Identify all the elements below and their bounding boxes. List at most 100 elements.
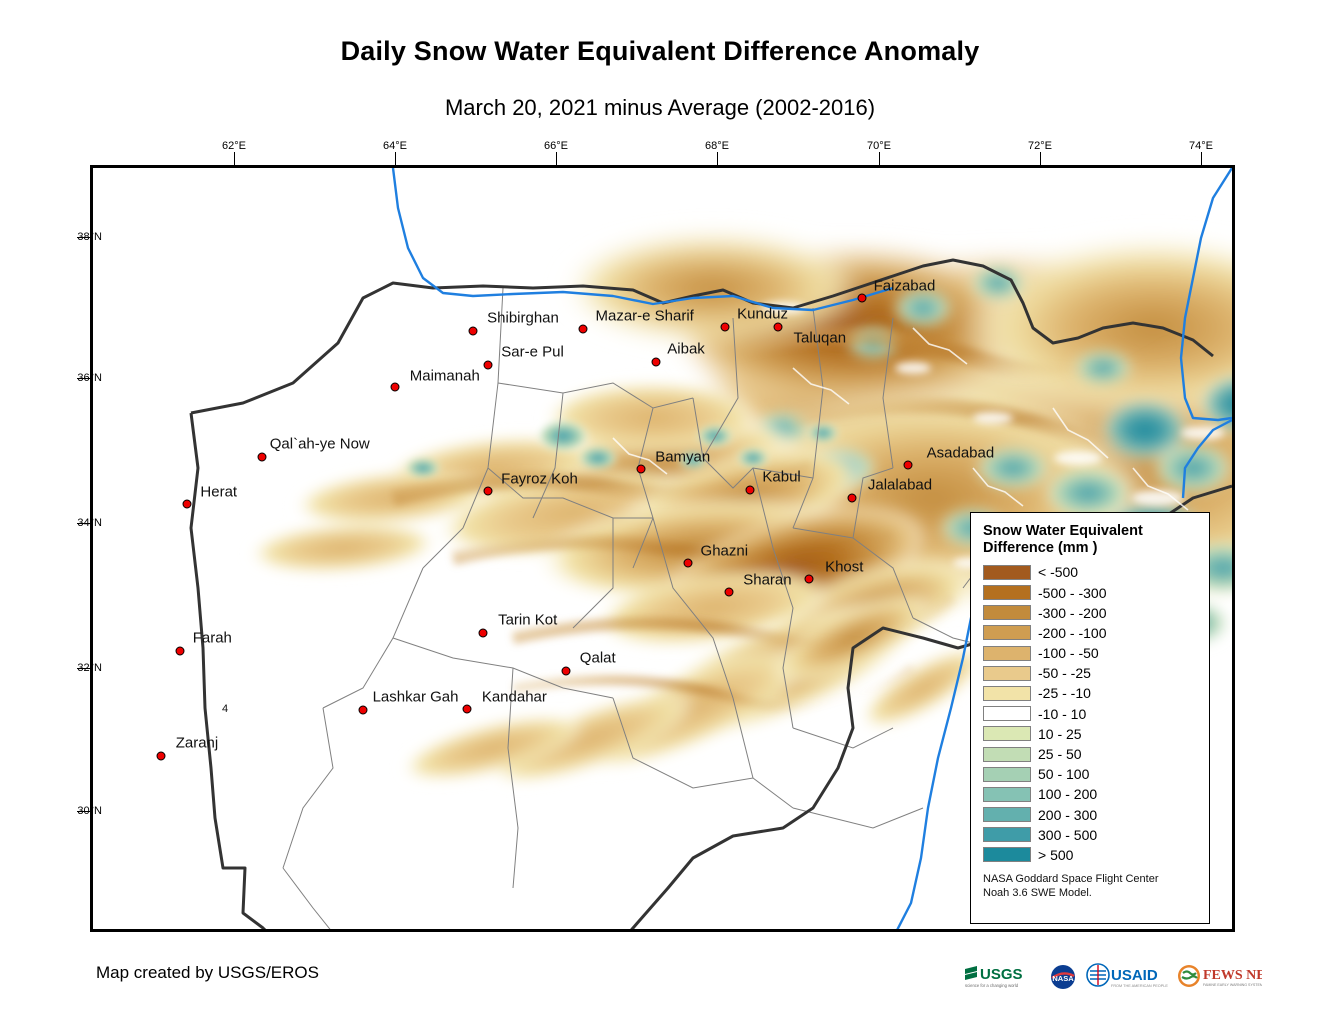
lon-tick-label: 62°E bbox=[222, 140, 246, 152]
city-marker[interactable] bbox=[468, 326, 478, 336]
city-marker[interactable] bbox=[462, 704, 472, 714]
legend-label: 300 - 500 bbox=[1038, 826, 1098, 843]
city-marker[interactable] bbox=[358, 705, 368, 715]
legend-row[interactable]: 10 - 25 bbox=[983, 724, 1199, 744]
city-marker[interactable] bbox=[390, 382, 400, 392]
legend-note-line2: Noah 3.6 SWE Model. bbox=[983, 887, 1092, 900]
legend-label: 200 - 300 bbox=[1038, 806, 1098, 823]
city-marker[interactable] bbox=[847, 493, 857, 503]
legend-row[interactable]: -50 - -25 bbox=[983, 663, 1199, 683]
city-label: Jalalabad bbox=[867, 476, 933, 494]
city-label: Farah bbox=[192, 629, 232, 647]
nasa-logo: NASA bbox=[1048, 961, 1078, 993]
page-subtitle: March 20, 2021 minus Average (2002-2016) bbox=[444, 95, 876, 120]
legend-row[interactable]: -100 - -50 bbox=[983, 643, 1199, 663]
page-title: Daily Snow Water Equivalent Difference A… bbox=[340, 36, 980, 66]
map-raster bbox=[93, 168, 1232, 929]
city-marker[interactable] bbox=[745, 485, 755, 495]
legend-swatch bbox=[983, 706, 1031, 722]
lon-tick-mark bbox=[879, 152, 880, 165]
legend-swatch bbox=[983, 665, 1031, 681]
svg-text:FEWS NET: FEWS NET bbox=[1203, 968, 1262, 983]
legend-row[interactable]: < -500 bbox=[983, 562, 1199, 582]
legend-swatch bbox=[983, 605, 1031, 621]
city-label: Tarin Kot bbox=[498, 611, 558, 629]
lat-tick-mark bbox=[77, 237, 90, 238]
legend-label: -25 - -10 bbox=[1038, 685, 1091, 702]
map-canvas[interactable] bbox=[93, 168, 1232, 929]
legend-label: 25 - 50 bbox=[1038, 746, 1082, 762]
city-marker[interactable] bbox=[175, 646, 185, 656]
legend-title-line1: Snow Water Equivalent bbox=[983, 523, 1143, 539]
city-label: Asadabad bbox=[926, 444, 995, 462]
legend-row[interactable]: 200 - 300 bbox=[983, 804, 1199, 824]
city-marker[interactable] bbox=[651, 357, 661, 367]
lon-tick-label: 70°E bbox=[867, 140, 891, 152]
legend-swatch bbox=[983, 685, 1031, 701]
city-label: Ghazni bbox=[700, 542, 749, 560]
legend-row[interactable]: 100 - 200 bbox=[983, 784, 1199, 804]
city-marker[interactable] bbox=[156, 751, 166, 761]
city-marker[interactable] bbox=[636, 464, 646, 474]
map-credit: Map created by USGS/EROS bbox=[96, 963, 319, 982]
legend-label: -10 - 10 bbox=[1038, 705, 1087, 722]
lon-tick-label: 64°E bbox=[383, 140, 407, 152]
city-marker[interactable] bbox=[857, 293, 867, 303]
svg-text:science for a changing world: science for a changing world bbox=[965, 983, 1019, 988]
city-marker[interactable] bbox=[483, 486, 493, 496]
legend-label: -300 - -200 bbox=[1038, 604, 1107, 621]
city-label: Kandahar bbox=[481, 688, 547, 706]
legend-row[interactable]: -10 - 10 bbox=[983, 704, 1199, 724]
lat-tick-label: 34°N bbox=[77, 517, 102, 529]
legend-label: -50 - -25 bbox=[1038, 665, 1091, 682]
city-label: Zaranj bbox=[175, 734, 219, 752]
legend-row[interactable]: -200 - -100 bbox=[983, 623, 1199, 643]
legend-row[interactable]: 25 - 50 bbox=[983, 744, 1199, 764]
city-marker[interactable] bbox=[720, 322, 730, 332]
city-marker[interactable] bbox=[683, 558, 693, 568]
city-label: Fayroz Koh bbox=[501, 470, 578, 488]
lon-tick-mark bbox=[556, 152, 557, 165]
city-marker[interactable] bbox=[804, 574, 814, 584]
legend-row[interactable]: -25 - -10 bbox=[983, 683, 1199, 703]
city-label: Sar-e Pul bbox=[501, 343, 564, 361]
svg-text:FROM THE AMERICAN PEOPLE: FROM THE AMERICAN PEOPLE bbox=[1111, 984, 1168, 988]
legend-swatch bbox=[983, 766, 1031, 782]
city-label: Kabul bbox=[762, 468, 801, 486]
city-marker[interactable] bbox=[773, 322, 783, 332]
legend-panel[interactable]: Snow Water Equivalent Difference (mm ) <… bbox=[970, 512, 1210, 924]
terrain-teal-central bbox=[405, 420, 839, 478]
legend-label: 100 - 200 bbox=[1038, 786, 1098, 803]
lat-tick-mark bbox=[77, 668, 90, 669]
lon-tick-label: 74°E bbox=[1189, 140, 1213, 152]
city-label: Maimanah bbox=[409, 367, 480, 385]
map-frame[interactable] bbox=[90, 165, 1235, 932]
lon-tick-label: 66°E bbox=[544, 140, 568, 152]
city-marker[interactable] bbox=[578, 324, 588, 334]
usaid-logo: USAID FROM THE AMERICAN PEOPLE bbox=[1085, 961, 1169, 993]
city-marker[interactable] bbox=[724, 587, 734, 597]
legend-row[interactable]: 300 - 500 bbox=[983, 825, 1199, 845]
lat-tick-label: 32°N bbox=[77, 662, 102, 674]
city-label: Faizabad bbox=[873, 277, 936, 295]
legend-row[interactable]: > 500 bbox=[983, 845, 1199, 865]
city-label: Kunduz bbox=[737, 305, 789, 323]
legend-row[interactable]: -500 - -300 bbox=[983, 582, 1199, 602]
legend-swatch bbox=[983, 585, 1031, 600]
city-marker[interactable] bbox=[257, 452, 267, 462]
legend-label: -200 - -100 bbox=[1038, 624, 1107, 641]
legend-row[interactable]: -300 - -200 bbox=[983, 603, 1199, 623]
city-marker[interactable] bbox=[478, 628, 488, 638]
city-marker[interactable] bbox=[903, 460, 913, 470]
lat-tick-mark bbox=[77, 523, 90, 524]
city-label: Sharan bbox=[743, 571, 792, 589]
lon-tick-label: 72°E bbox=[1028, 140, 1052, 152]
svg-text:USGS: USGS bbox=[980, 966, 1023, 983]
legend-swatch bbox=[983, 625, 1031, 641]
city-marker[interactable] bbox=[483, 360, 493, 370]
legend-swatch bbox=[983, 746, 1031, 762]
legend-row[interactable]: 50 - 100 bbox=[983, 764, 1199, 784]
city-marker[interactable] bbox=[182, 499, 192, 509]
city-marker[interactable] bbox=[561, 666, 571, 676]
